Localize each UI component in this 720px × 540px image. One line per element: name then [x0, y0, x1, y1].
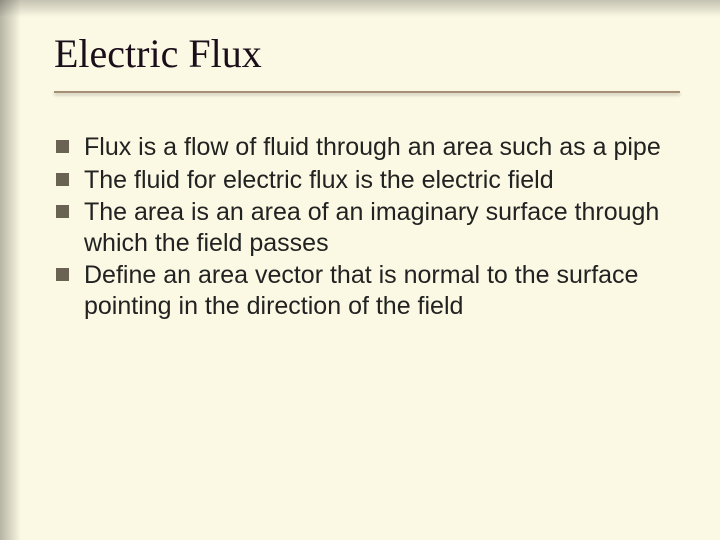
left-inner-shadow	[0, 0, 22, 540]
slide: Electric Flux Flux is a flow of fluid th…	[0, 0, 720, 540]
list-item: Define an area vector that is normal to …	[56, 260, 670, 321]
list-item-text: The area is an area of an imaginary surf…	[84, 198, 659, 257]
list-item-text: The fluid for electric flux is the elect…	[84, 166, 554, 194]
body-region: Flux is a flow of fluid through an area …	[56, 132, 670, 323]
list-item: The area is an area of an imaginary surf…	[56, 197, 670, 258]
title-region: Electric Flux	[54, 30, 680, 93]
list-item-text: Flux is a flow of fluid through an area …	[84, 133, 661, 161]
top-inner-shadow	[0, 0, 720, 18]
list-item: Flux is a flow of fluid through an area …	[56, 132, 670, 163]
slide-title: Electric Flux	[54, 30, 680, 77]
bullet-list: Flux is a flow of fluid through an area …	[56, 132, 670, 321]
list-item-text: Define an area vector that is normal to …	[84, 261, 638, 320]
title-underline	[54, 91, 680, 93]
list-item: The fluid for electric flux is the elect…	[56, 165, 670, 196]
